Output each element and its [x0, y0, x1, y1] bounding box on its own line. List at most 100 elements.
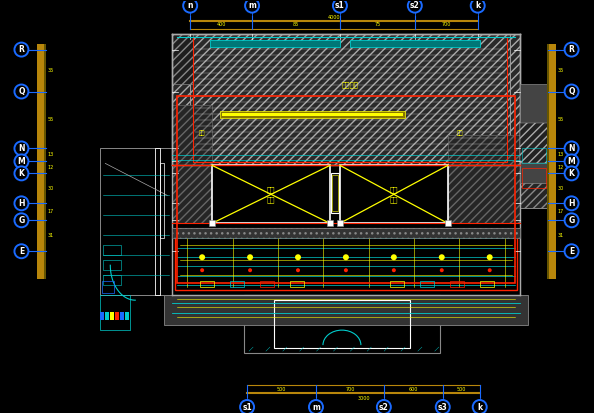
Text: G: G	[18, 216, 24, 225]
Bar	[200, 281, 214, 287]
Circle shape	[14, 244, 29, 258]
Circle shape	[486, 254, 492, 260]
Bar	[209, 220, 215, 226]
Circle shape	[473, 400, 486, 413]
Text: H: H	[18, 199, 25, 208]
Circle shape	[14, 154, 29, 169]
Text: 轿厢: 轿厢	[267, 196, 275, 203]
Circle shape	[14, 43, 29, 57]
Text: 400: 400	[216, 22, 226, 27]
Bar	[102, 281, 114, 293]
Bar	[350, 40, 480, 47]
Bar	[103, 245, 121, 255]
Bar	[445, 220, 451, 226]
Text: k: k	[477, 403, 482, 411]
Text: k: k	[475, 1, 481, 10]
Bar	[172, 33, 190, 165]
Text: 社区大厅: 社区大厅	[342, 81, 358, 88]
Circle shape	[344, 268, 348, 272]
Circle shape	[391, 254, 397, 260]
Bar	[390, 281, 404, 287]
Circle shape	[14, 141, 29, 155]
Text: s3: s3	[438, 403, 448, 411]
Bar	[327, 220, 333, 226]
Circle shape	[564, 43, 579, 57]
Text: 30: 30	[558, 186, 564, 191]
Circle shape	[295, 254, 301, 260]
Bar	[520, 83, 548, 183]
Bar	[177, 95, 514, 283]
Bar	[222, 114, 403, 116]
Bar	[274, 300, 410, 348]
Text: 31: 31	[48, 233, 53, 238]
Bar	[332, 176, 338, 211]
Text: 电梯: 电梯	[390, 196, 398, 203]
Text: 700: 700	[345, 387, 355, 392]
Bar	[172, 228, 520, 238]
Bar	[172, 105, 212, 223]
Text: s1: s1	[335, 1, 345, 10]
Text: 12: 12	[558, 165, 564, 170]
Text: s2: s2	[379, 403, 388, 411]
Circle shape	[309, 400, 323, 413]
Bar	[125, 312, 129, 320]
Text: R: R	[18, 45, 24, 54]
Text: 13: 13	[48, 152, 53, 157]
Bar	[100, 148, 172, 295]
Bar	[110, 312, 114, 320]
Circle shape	[392, 268, 396, 272]
Bar	[115, 312, 119, 320]
Text: E: E	[569, 247, 574, 256]
Bar	[105, 312, 109, 320]
Circle shape	[14, 166, 29, 180]
Text: 17: 17	[558, 209, 564, 214]
Bar	[340, 165, 448, 223]
Bar	[448, 135, 520, 223]
Circle shape	[564, 196, 579, 210]
Circle shape	[199, 254, 205, 260]
Bar	[244, 295, 440, 353]
Text: s1: s1	[242, 403, 252, 411]
Text: 500: 500	[277, 387, 286, 392]
Bar	[172, 33, 193, 83]
Circle shape	[408, 0, 422, 13]
Text: 电梯: 电梯	[267, 186, 275, 192]
Bar	[155, 148, 160, 295]
Bar	[103, 275, 121, 285]
Text: n: n	[188, 1, 193, 10]
Circle shape	[245, 0, 259, 13]
Text: 75: 75	[374, 22, 381, 27]
Text: G: G	[568, 216, 574, 225]
Circle shape	[14, 214, 29, 227]
Circle shape	[183, 0, 197, 13]
Circle shape	[488, 268, 492, 272]
Bar	[175, 233, 517, 290]
Bar	[510, 33, 520, 165]
Bar	[337, 220, 343, 226]
Circle shape	[470, 0, 485, 13]
Bar	[45, 44, 46, 279]
Text: M: M	[18, 157, 26, 166]
Text: 31: 31	[558, 233, 564, 238]
Text: N: N	[568, 144, 575, 153]
Text: 3000: 3000	[357, 396, 369, 401]
Text: E: E	[19, 247, 24, 256]
Bar	[172, 228, 520, 295]
Circle shape	[564, 166, 579, 180]
Bar	[210, 40, 340, 47]
Bar	[220, 112, 405, 119]
Circle shape	[333, 0, 347, 13]
Bar	[100, 295, 130, 330]
Bar	[37, 44, 45, 279]
Bar	[546, 44, 549, 279]
Bar	[260, 281, 274, 287]
Bar	[103, 260, 121, 270]
Bar	[290, 281, 304, 287]
Text: K: K	[18, 169, 24, 178]
Text: 大厅: 大厅	[457, 131, 463, 136]
Bar	[520, 104, 548, 208]
Circle shape	[440, 268, 444, 272]
Text: N: N	[18, 144, 25, 153]
Text: Q: Q	[18, 87, 25, 96]
Bar	[164, 295, 527, 325]
